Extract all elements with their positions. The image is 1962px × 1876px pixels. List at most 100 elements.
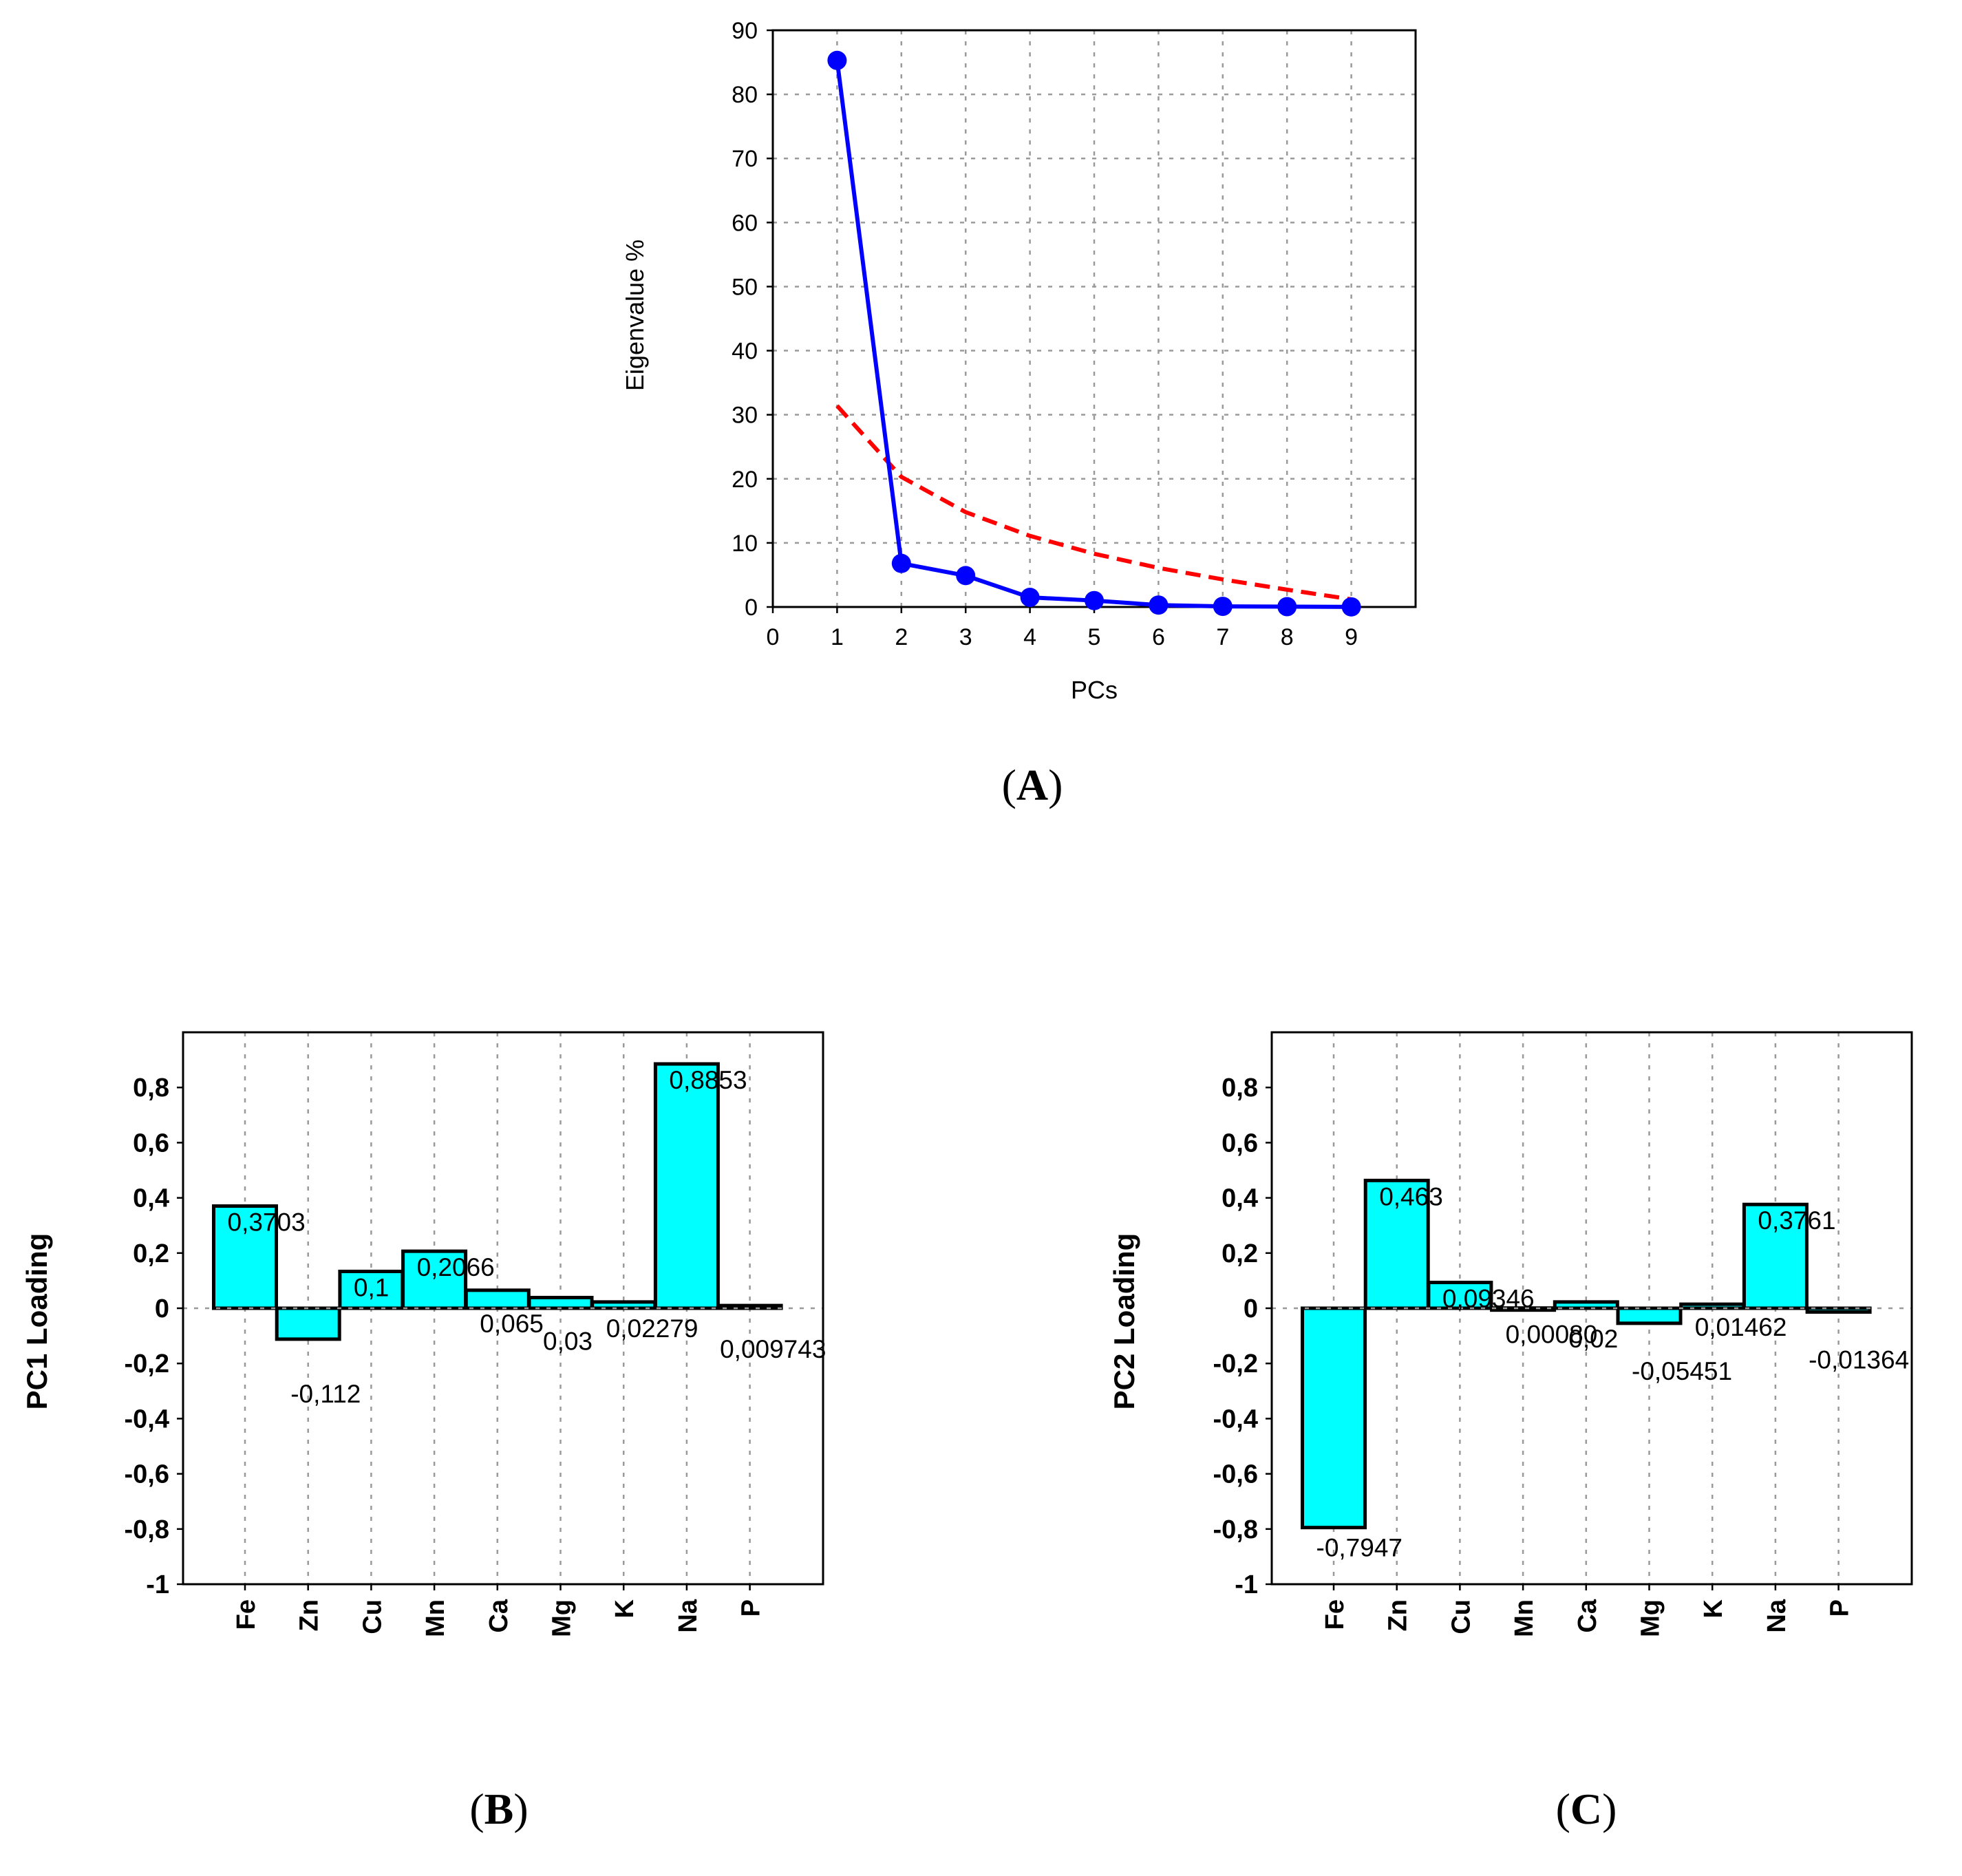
panel-letter-a: A <box>1016 760 1048 809</box>
pc1-bars <box>212 1062 783 1341</box>
eigenvalue-point <box>827 50 847 70</box>
loading-bar-k <box>590 1300 657 1310</box>
loading-bar-mg <box>1616 1306 1683 1325</box>
y-tick-label: 0,8 <box>133 1074 169 1102</box>
data-label-p: -0,01364 <box>1809 1345 1909 1374</box>
scree-x-ticks: 0 1 2 3 4 5 6 7 8 9 <box>767 607 1358 650</box>
loading-bar-p <box>716 1303 783 1310</box>
data-label-k: 0,01462 <box>1695 1313 1787 1341</box>
data-label-ca: 0,065 <box>480 1310 544 1338</box>
y-tick-label: -1 <box>1235 1570 1258 1599</box>
scree-x-tick-label: 7 <box>1216 624 1229 650</box>
y-tick-label: -1 <box>146 1570 169 1599</box>
y-tick-label: 0 <box>155 1294 169 1323</box>
y-tick-label: 0,2 <box>1222 1239 1258 1268</box>
scree-x-tick-label: 5 <box>1088 624 1101 650</box>
data-label-mn: 0,2066 <box>417 1253 495 1281</box>
loading-bar-mn <box>401 1249 468 1310</box>
scree-y-tick-label: 20 <box>732 467 758 493</box>
scree-y-tick-label: 50 <box>732 274 758 300</box>
scree-y-tick-label: 90 <box>732 18 758 44</box>
scree-x-axis-label: PCs <box>1071 676 1118 704</box>
scree-x-tick-label: 0 <box>767 624 780 650</box>
x-tick-label-k: K <box>1699 1599 1728 1618</box>
y-tick-label: 0,6 <box>133 1129 169 1158</box>
x-tick-label-mg: Mg <box>548 1599 577 1637</box>
x-tick-label-ca: Ca <box>484 1599 513 1632</box>
x-tick-label-cu: Cu <box>358 1599 387 1634</box>
data-label-mg: -0,05451 <box>1632 1357 1732 1385</box>
y-tick-label: -0,2 <box>125 1350 169 1378</box>
panel-label-c: (C) <box>1556 1784 1617 1833</box>
x-tick-label-k: K <box>610 1599 639 1618</box>
y-tick-label: 0,2 <box>133 1239 169 1268</box>
loading-bar-mg <box>527 1295 594 1310</box>
data-label-mn: 0,00080 <box>1506 1321 1598 1349</box>
scree-x-tick-label: 2 <box>895 624 908 650</box>
data-label-zn: 0,463 <box>1379 1182 1443 1211</box>
broken-stick-line <box>835 404 1352 601</box>
loading-bar-p <box>1805 1306 1872 1314</box>
loading-bar-na <box>1742 1202 1809 1310</box>
data-label-fe: 0,3703 <box>228 1208 306 1237</box>
eigenvalue-point <box>1020 588 1040 608</box>
x-tick-label-na: Na <box>674 1599 703 1632</box>
loading-bar-fe <box>212 1204 278 1310</box>
data-label-na: 0,3761 <box>1758 1206 1835 1235</box>
scree-x-tick-label: 9 <box>1345 624 1358 650</box>
pc2-y-axis-label: PC2 Loading <box>1108 1233 1140 1410</box>
x-tick-label-p: P <box>737 1599 766 1617</box>
loading-bar-zn <box>275 1306 341 1341</box>
y-tick-label: -0,4 <box>125 1405 169 1433</box>
scree-series <box>827 50 1361 617</box>
scree-y-axis-label: Eigenvalue % <box>621 239 649 391</box>
scree-y-tick-label: 70 <box>732 146 758 172</box>
loading-bar-cu <box>1427 1281 1493 1310</box>
scree-grid <box>773 30 1416 607</box>
pc2-loading-chart: -1 -0,8 -0,6 -0,4 -0,2 0 0,2 0,4 0,6 0,8 Fe Zn Cu Mn… <box>1108 1031 1913 1833</box>
scree-plot: 0 10 20 30 40 50 60 70 80 90 0 1 2 3 4 5 6 7 8 9 Eigenvalu… <box>621 18 1417 809</box>
scree-y-tick-label: 80 <box>732 82 758 108</box>
scree-x-tick-label: 8 <box>1281 624 1294 650</box>
x-tick-label-fe: Fe <box>1321 1599 1350 1630</box>
data-label-zn: -0,112 <box>290 1380 361 1408</box>
x-tick-label-zn: Zn <box>295 1599 324 1631</box>
x-tick-label-ca: Ca <box>1573 1599 1602 1632</box>
scree-y-tick-label: 10 <box>732 531 758 557</box>
y-tick-label: -0,6 <box>125 1460 169 1489</box>
x-tick-label-mg: Mg <box>1636 1599 1665 1637</box>
x-tick-label-fe: Fe <box>232 1599 261 1630</box>
y-tick-label: -0,2 <box>1213 1350 1258 1378</box>
eigenvalue-point <box>1149 595 1169 615</box>
eigenvalue-point <box>1085 590 1104 610</box>
y-tick-label: -0,4 <box>1213 1405 1258 1433</box>
data-label-na: 0,8853 <box>669 1066 747 1094</box>
y-tick-label: 0,4 <box>1222 1184 1258 1213</box>
pc1-x-ticks: Fe Zn Cu Mn Ca Mg K Na P <box>232 1584 766 1637</box>
data-label-cu: 0,09346 <box>1442 1285 1535 1313</box>
panel-letter-b: B <box>484 1784 514 1833</box>
x-tick-label-mn: Mn <box>421 1599 450 1637</box>
scree-x-tick-label: 3 <box>959 624 972 650</box>
scree-x-tick-label: 6 <box>1152 624 1165 650</box>
y-tick-label: -0,8 <box>1213 1515 1258 1544</box>
y-tick-label: 0 <box>1244 1294 1258 1323</box>
y-tick-label: 0,8 <box>1222 1074 1258 1102</box>
pc1-y-axis-label: PC1 Loading <box>21 1233 53 1410</box>
y-tick-label: -0,6 <box>1213 1460 1258 1489</box>
pc2-x-ticks: Fe Zn Cu Mn Ca Mg K Na P <box>1321 1584 1855 1637</box>
x-tick-label-na: Na <box>1762 1599 1791 1632</box>
x-tick-label-cu: Cu <box>1447 1599 1475 1634</box>
scree-y-tick-label: 0 <box>745 595 758 621</box>
scree-x-tick-label: 1 <box>831 624 844 650</box>
data-label-ca: 0,02 <box>1568 1325 1618 1353</box>
y-tick-label: -0,8 <box>125 1515 169 1544</box>
panel-label-a: (A) <box>1002 760 1063 809</box>
scree-x-tick-label: 4 <box>1023 624 1036 650</box>
data-label-fe: -0,7947 <box>1316 1534 1403 1562</box>
loading-bar-na <box>653 1062 720 1310</box>
scree-y-tick-label: 60 <box>732 210 758 236</box>
